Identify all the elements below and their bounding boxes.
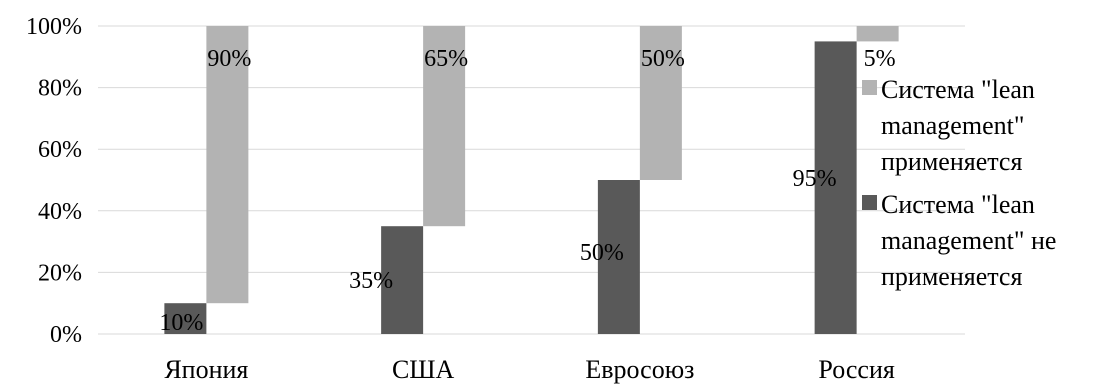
data-label-applied: 65%	[424, 46, 468, 72]
legend-label-line: применяется	[881, 262, 1022, 291]
data-label-applied: 5%	[864, 46, 896, 72]
legend-entry: Система "lean management" применяется	[862, 75, 1035, 176]
legend-entry: Система "lean management" не применяется	[862, 190, 1056, 291]
data-label-applied: 50%	[641, 46, 685, 72]
y-tick-label: 40%	[38, 199, 82, 225]
bar-applied	[856, 26, 899, 42]
bar-not-applied	[597, 180, 640, 334]
y-tick-label: 100%	[26, 14, 82, 40]
legend-label-line: Система "lean	[881, 75, 1035, 104]
y-tick-label: 0%	[50, 322, 82, 348]
category-label: Евросоюз	[585, 355, 694, 384]
legend-swatch	[862, 195, 877, 210]
y-tick-label: 80%	[38, 76, 82, 102]
bar-applied	[423, 26, 466, 227]
legend-swatch	[862, 80, 877, 95]
category-label: Япония	[164, 355, 248, 384]
data-label-applied: 90%	[207, 46, 251, 72]
bars	[164, 26, 899, 335]
legend-label-line: применяется	[881, 147, 1022, 176]
y-tick-label: 60%	[38, 137, 82, 163]
x-axis-categories: Япония США Евросоюз Россия	[164, 355, 895, 384]
y-tick-label: 20%	[38, 260, 82, 286]
bar-not-applied	[381, 226, 424, 334]
bar-not-applied	[814, 41, 857, 335]
data-labels: 90% 10% 65% 35% 50% 50% 5% 95%	[159, 46, 895, 336]
y-axis-ticks: 0% 20% 40% 60% 80% 100%	[26, 14, 82, 348]
data-label-not-applied: 35%	[349, 268, 393, 294]
bar-applied	[206, 26, 249, 304]
data-label-not-applied: 50%	[580, 240, 624, 266]
data-label-not-applied: 95%	[793, 166, 837, 192]
legend: Система "leanmanagement"применяетсяСисте…	[862, 75, 1056, 291]
category-label: США	[392, 355, 455, 384]
bar-applied	[639, 26, 682, 180]
bar-not-applied	[164, 303, 207, 334]
data-label-not-applied: 10%	[159, 310, 203, 336]
legend-label-line: Система "lean	[881, 190, 1035, 219]
legend-label-line: management" не	[881, 226, 1056, 255]
category-label: Россия	[818, 355, 894, 384]
legend-label-line: management"	[881, 111, 1024, 140]
